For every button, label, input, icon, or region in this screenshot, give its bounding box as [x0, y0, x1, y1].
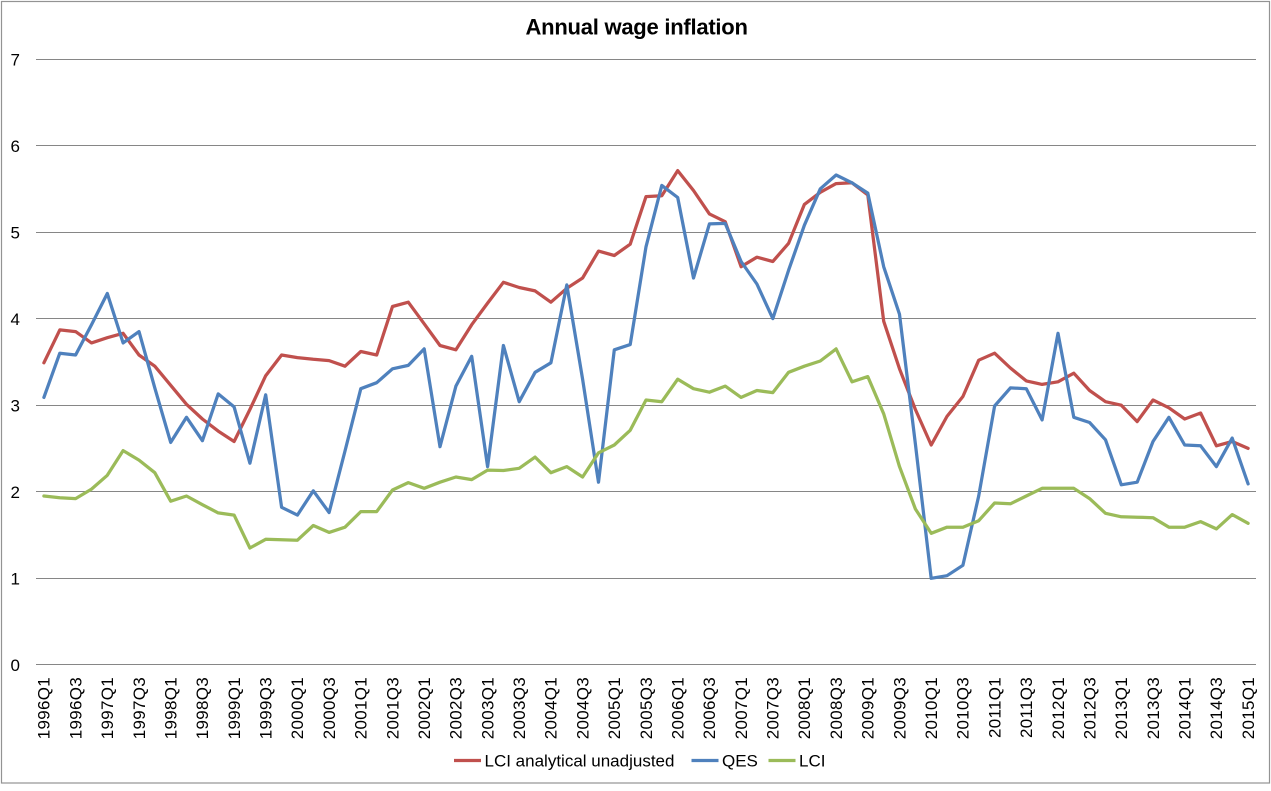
- svg-text:2007Q1: 2007Q1: [732, 677, 751, 739]
- svg-text:2013Q1: 2013Q1: [1112, 677, 1131, 739]
- svg-text:5: 5: [11, 223, 20, 242]
- svg-text:1996Q3: 1996Q3: [66, 677, 85, 739]
- svg-text:4: 4: [11, 310, 20, 329]
- svg-text:2009Q1: 2009Q1: [859, 677, 878, 739]
- svg-text:2006Q3: 2006Q3: [700, 677, 719, 739]
- svg-text:2007Q3: 2007Q3: [764, 677, 783, 739]
- svg-text:1998Q3: 1998Q3: [193, 677, 212, 739]
- svg-text:1999Q3: 1999Q3: [257, 677, 276, 739]
- svg-text:7: 7: [11, 50, 20, 69]
- svg-text:2011Q1: 2011Q1: [985, 677, 1004, 738]
- svg-text:2001Q1: 2001Q1: [352, 677, 371, 739]
- svg-text:1997Q1: 1997Q1: [98, 677, 117, 739]
- svg-text:2002Q3: 2002Q3: [447, 677, 466, 739]
- svg-text:2008Q1: 2008Q1: [795, 677, 814, 739]
- svg-text:2015Q1: 2015Q1: [1239, 677, 1258, 739]
- svg-text:2000Q3: 2000Q3: [320, 677, 339, 739]
- svg-text:2003Q3: 2003Q3: [510, 677, 529, 739]
- svg-text:2013Q3: 2013Q3: [1144, 677, 1163, 739]
- svg-text:1996Q1: 1996Q1: [35, 677, 54, 739]
- svg-text:2000Q1: 2000Q1: [288, 677, 307, 739]
- svg-text:2010Q3: 2010Q3: [954, 677, 973, 739]
- svg-text:2: 2: [11, 483, 20, 502]
- svg-text:2001Q3: 2001Q3: [383, 677, 402, 739]
- svg-text:2014Q3: 2014Q3: [1207, 677, 1226, 739]
- svg-text:Annual wage inflation: Annual wage inflation: [526, 15, 748, 40]
- svg-text:LCI analytical unadjusted: LCI analytical unadjusted: [485, 752, 675, 771]
- svg-text:2008Q3: 2008Q3: [827, 677, 846, 739]
- svg-text:2012Q1: 2012Q1: [1049, 677, 1068, 739]
- svg-text:6: 6: [11, 137, 20, 156]
- svg-text:0: 0: [11, 656, 20, 675]
- svg-text:LCI: LCI: [799, 752, 825, 771]
- svg-text:2003Q1: 2003Q1: [478, 677, 497, 739]
- svg-text:2009Q3: 2009Q3: [890, 677, 909, 739]
- svg-text:2005Q3: 2005Q3: [637, 677, 656, 739]
- svg-text:1999Q1: 1999Q1: [225, 677, 244, 739]
- svg-text:1: 1: [11, 570, 20, 589]
- svg-text:2010Q1: 2010Q1: [922, 677, 941, 739]
- svg-text:2014Q1: 2014Q1: [1176, 677, 1195, 739]
- svg-text:2004Q1: 2004Q1: [542, 677, 561, 739]
- svg-text:2011Q3: 2011Q3: [1017, 677, 1036, 738]
- svg-text:1998Q1: 1998Q1: [162, 677, 181, 739]
- svg-text:2002Q1: 2002Q1: [415, 677, 434, 739]
- svg-text:3: 3: [11, 397, 20, 416]
- svg-text:1997Q3: 1997Q3: [130, 677, 149, 739]
- svg-text:2005Q1: 2005Q1: [605, 677, 624, 739]
- svg-text:2012Q3: 2012Q3: [1080, 677, 1099, 739]
- svg-text:2006Q1: 2006Q1: [669, 677, 688, 739]
- svg-text:QES: QES: [722, 752, 758, 771]
- svg-text:2004Q3: 2004Q3: [573, 677, 592, 739]
